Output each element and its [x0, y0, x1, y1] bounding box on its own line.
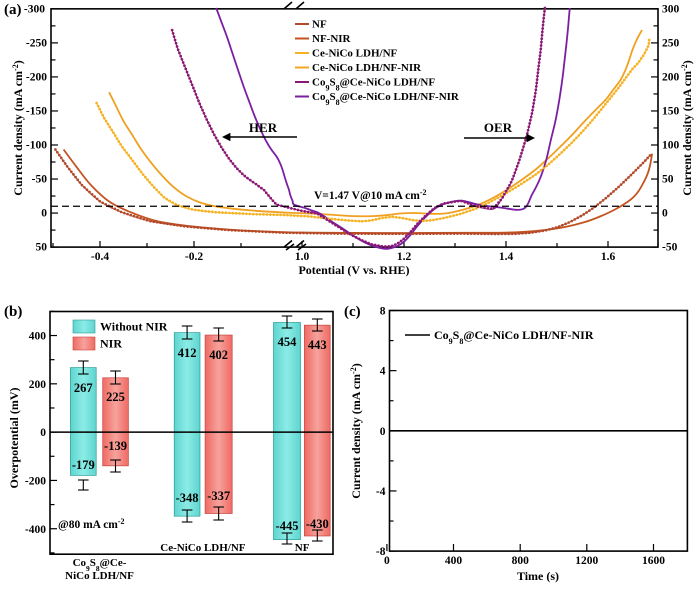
svg-text:NIR: NIR — [100, 337, 122, 351]
svg-text:200: 200 — [29, 379, 47, 391]
svg-text:Co9S8@Ce-NiCo LDH/NF: Co9S8@Ce-NiCo LDH/NF — [312, 77, 435, 93]
svg-text:-300: -300 — [24, 4, 45, 16]
svg-text:8: 8 — [380, 306, 386, 318]
svg-text:V=1.47 V@10 mA cm-2: V=1.47 V@10 mA cm-2 — [314, 188, 427, 203]
svg-text:225: 225 — [106, 390, 125, 404]
svg-text:NiCo LDH/NF: NiCo LDH/NF — [65, 570, 134, 582]
svg-text:-430: -430 — [306, 517, 329, 531]
svg-text:-50: -50 — [32, 174, 48, 186]
svg-text:-139: -139 — [104, 439, 127, 453]
svg-text:Time (s): Time (s) — [517, 569, 559, 583]
svg-text:Potential (V vs. RHE): Potential (V vs. RHE) — [298, 263, 409, 277]
svg-text:-0.2: -0.2 — [185, 251, 203, 263]
svg-text:-445: -445 — [276, 519, 299, 533]
svg-text:454: 454 — [278, 335, 298, 349]
svg-text:Ce-NiCo LDH/NF-NIR: Ce-NiCo LDH/NF-NIR — [312, 62, 422, 74]
svg-text:-150: -150 — [26, 106, 47, 118]
svg-text:0: 0 — [380, 426, 386, 438]
svg-text:-50: -50 — [662, 242, 678, 254]
svg-text:(b): (b) — [4, 304, 22, 320]
svg-text:(c): (c) — [344, 304, 361, 320]
svg-text:1.4: 1.4 — [499, 251, 514, 263]
svg-text:0: 0 — [41, 208, 47, 220]
svg-text:400: 400 — [445, 555, 463, 567]
svg-text:1.2: 1.2 — [397, 251, 412, 263]
svg-text:Co9S8@Ce-NiCo LDH/NF-NIR: Co9S8@Ce-NiCo LDH/NF-NIR — [312, 91, 460, 107]
svg-text:0: 0 — [40, 427, 46, 439]
svg-text:412: 412 — [178, 346, 197, 360]
svg-text:1600: 1600 — [642, 555, 665, 567]
svg-text:Overpotential (mV): Overpotential (mV) — [7, 388, 21, 489]
svg-text:Current density (mA cm-2): Current density (mA cm-2) — [680, 60, 695, 195]
svg-text:-200: -200 — [25, 476, 46, 488]
svg-text:-348: -348 — [176, 491, 199, 505]
svg-text:NF: NF — [295, 542, 310, 554]
svg-text:50: 50 — [662, 174, 674, 186]
svg-text:267: 267 — [74, 381, 93, 395]
svg-text:-337: -337 — [207, 489, 230, 503]
svg-text:OER: OER — [484, 120, 513, 135]
svg-text:0: 0 — [662, 208, 668, 220]
svg-text:@80 mA cm-2: @80 mA cm-2 — [58, 517, 125, 532]
svg-text:(a): (a) — [4, 2, 22, 18]
svg-text:Ce-NiCo LDH/NF: Ce-NiCo LDH/NF — [160, 542, 246, 554]
svg-text:NF-NIR: NF-NIR — [312, 33, 352, 45]
svg-text:100: 100 — [662, 140, 680, 152]
svg-text:1200: 1200 — [575, 555, 598, 567]
svg-text:-250: -250 — [26, 38, 47, 50]
svg-text:-0.4: -0.4 — [91, 251, 109, 263]
svg-text:Current density (mA cm-2): Current density (mA cm-2) — [349, 363, 364, 498]
svg-text:200: 200 — [662, 72, 680, 84]
svg-text:400: 400 — [29, 331, 47, 343]
svg-text:NF: NF — [312, 19, 327, 31]
svg-text:-200: -200 — [26, 72, 47, 84]
svg-text:1.0: 1.0 — [295, 251, 310, 263]
svg-text:-179: -179 — [72, 458, 95, 472]
svg-text:402: 402 — [209, 348, 228, 362]
svg-text:HER: HER — [249, 120, 278, 135]
svg-text:Co9S8@Ce-NiCo LDH/NF-NIR: Co9S8@Ce-NiCo LDH/NF-NIR — [434, 328, 594, 346]
svg-text:-100: -100 — [26, 140, 47, 152]
svg-text:300: 300 — [662, 4, 680, 16]
svg-text:4: 4 — [380, 366, 386, 378]
svg-text:0: 0 — [384, 555, 390, 567]
svg-text:Ce-NiCo LDH/NF: Ce-NiCo LDH/NF — [312, 48, 398, 60]
svg-text:800: 800 — [512, 555, 530, 567]
svg-text:1.6: 1.6 — [601, 251, 616, 263]
svg-text:-4: -4 — [376, 486, 386, 498]
svg-text:50: 50 — [36, 242, 48, 254]
svg-text:-400: -400 — [25, 524, 46, 536]
svg-text:150: 150 — [662, 106, 680, 118]
svg-text:Current density (mA cm-2): Current density (mA cm-2) — [11, 60, 26, 195]
svg-text:443: 443 — [308, 338, 327, 352]
svg-text:250: 250 — [662, 38, 680, 50]
svg-text:Without NIR: Without NIR — [100, 320, 168, 334]
